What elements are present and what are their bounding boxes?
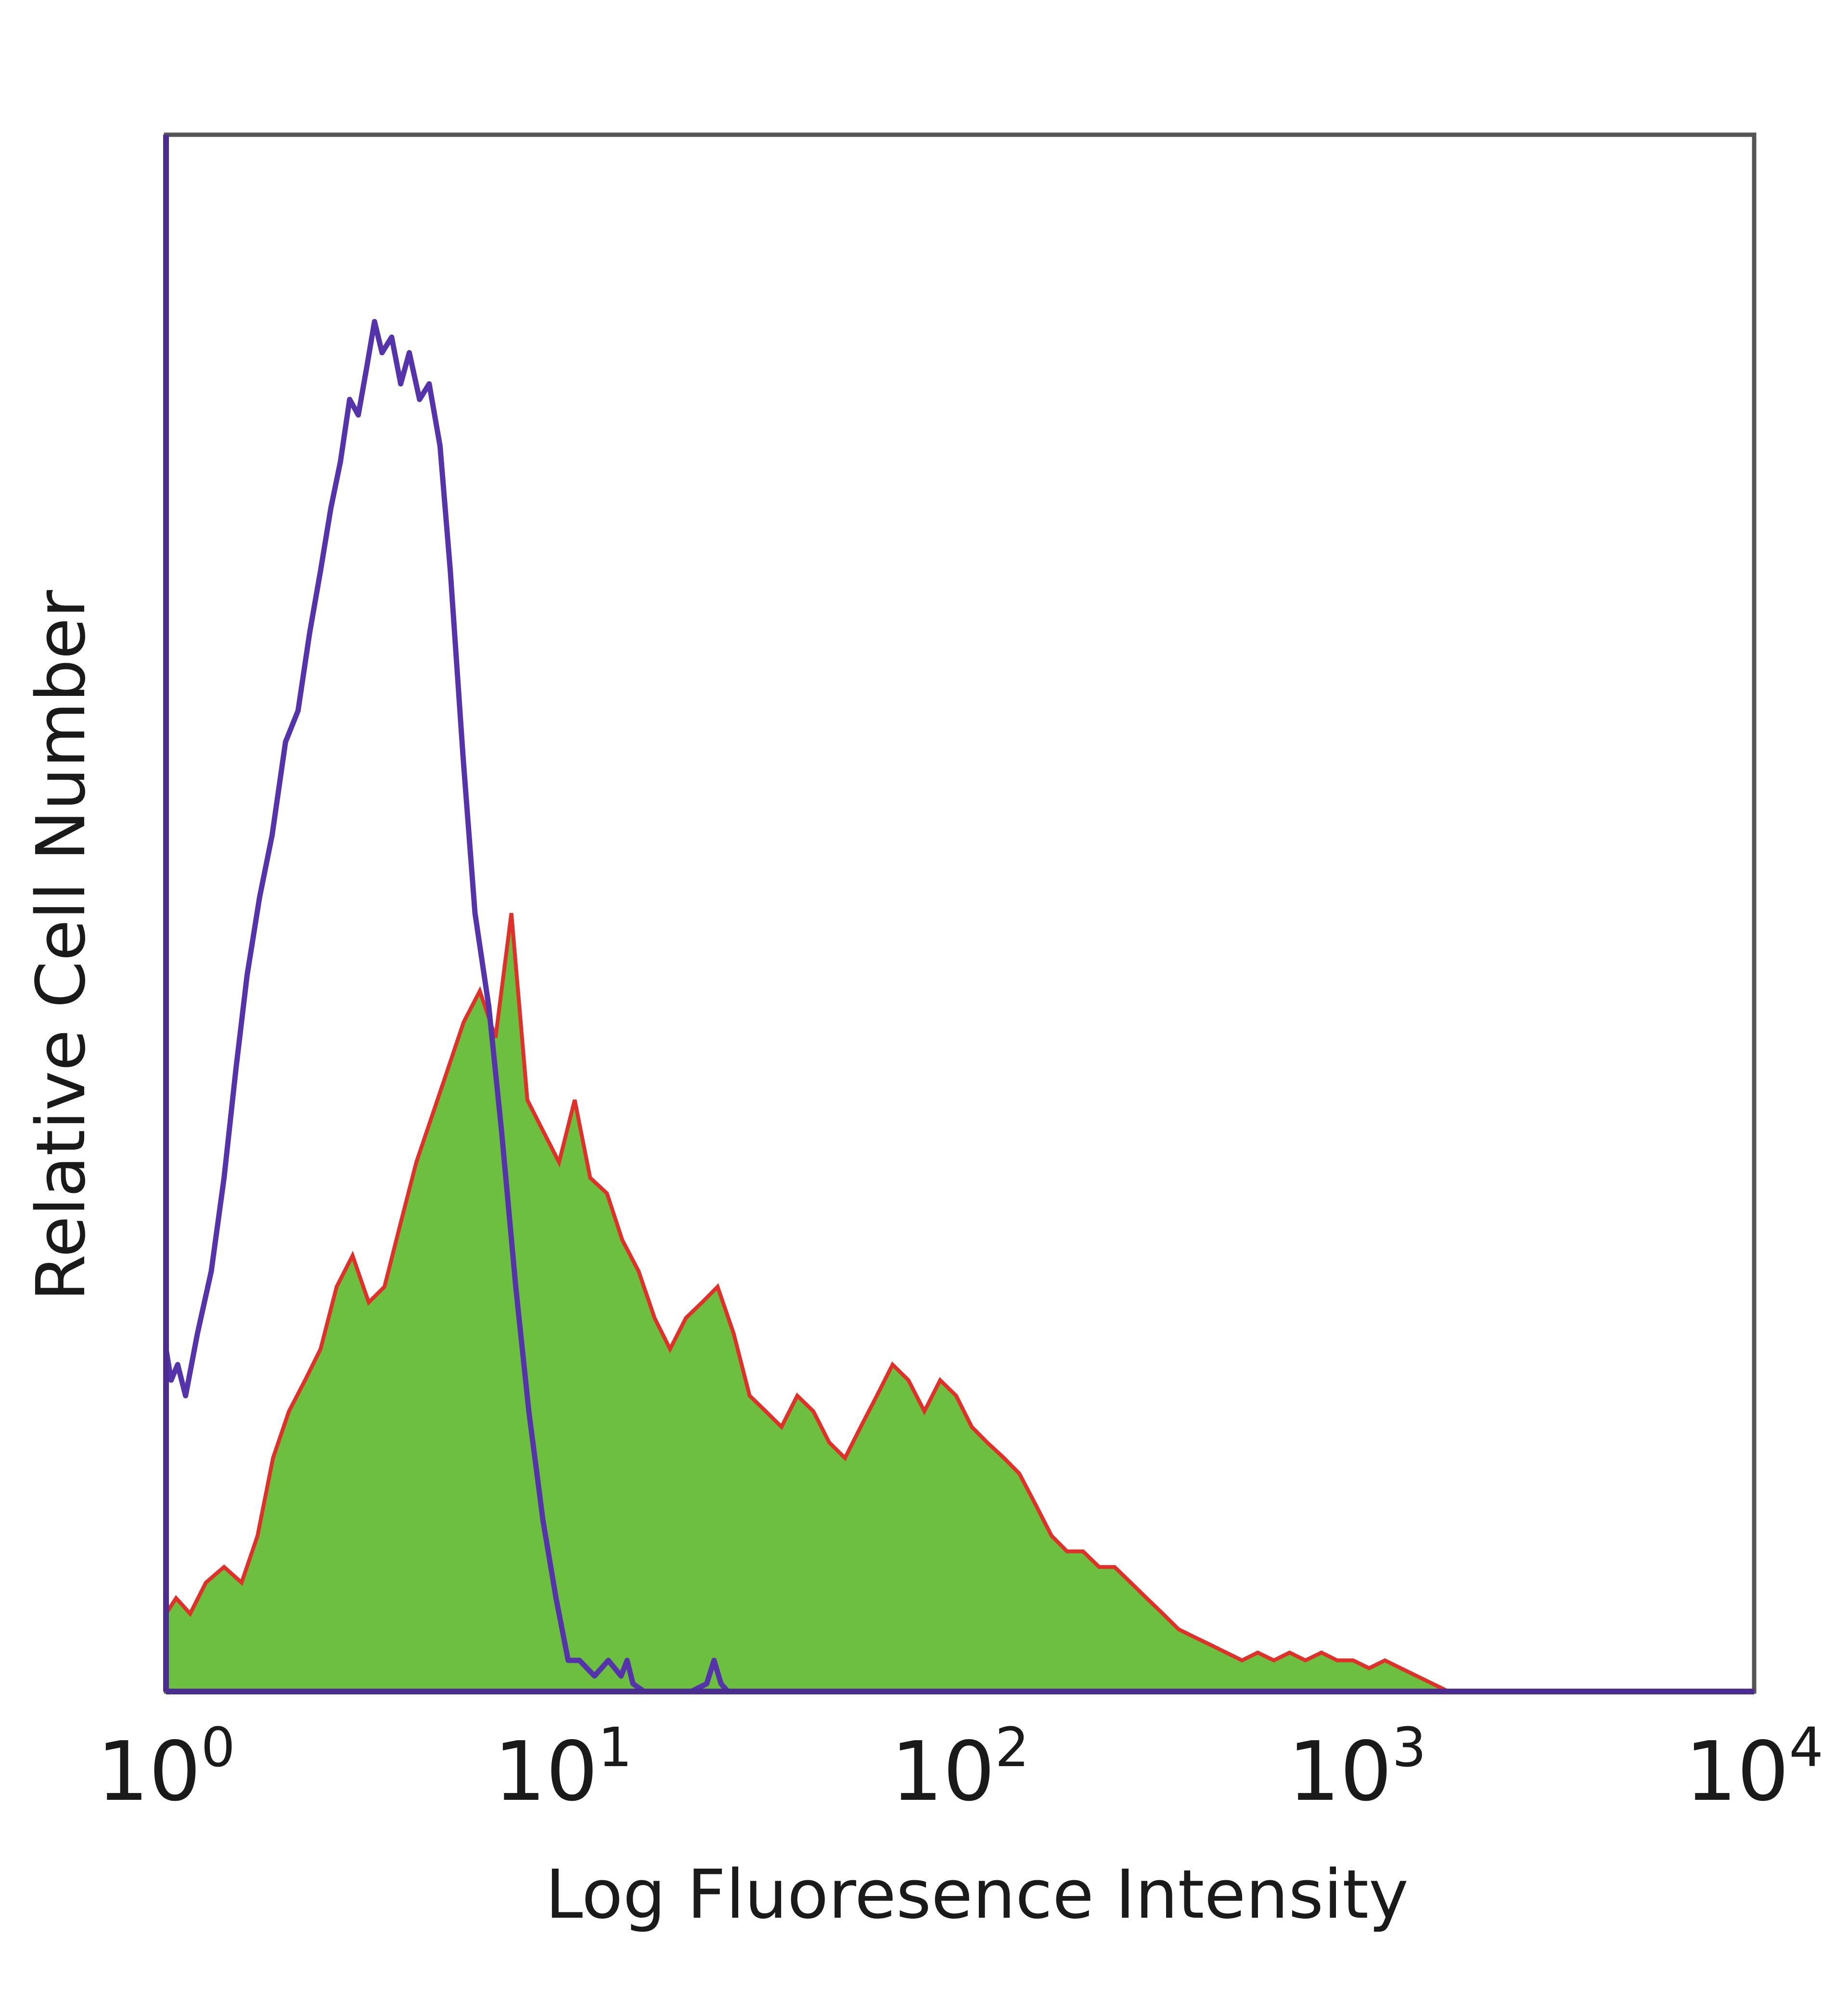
x-tick-label-2: 102 [891,1717,1029,1820]
histogram-filled-series-0 [164,912,1450,1693]
x-axis-label: Log Fluoresence Intensity [545,1856,1409,1934]
x-tick-labels: 100 101 102 103 104 [97,1717,1823,1820]
y-axis-label: Relative Cell Number [22,590,101,1301]
x-tick-label-0: 100 [97,1717,235,1820]
x-tick-label-4: 104 [1685,1717,1823,1820]
x-tick-label-3: 103 [1288,1717,1426,1820]
x-tick-label-1: 101 [494,1717,632,1820]
